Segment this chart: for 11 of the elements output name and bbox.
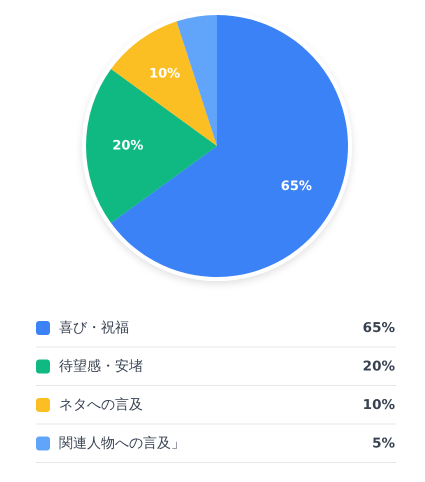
text: 65%: [362, 320, 395, 336]
data-label: 65%: [280, 178, 312, 194]
text: 20%: [362, 358, 395, 374]
data-label: 10%: [149, 66, 180, 82]
text: 10%: [362, 397, 395, 413]
data-label: 20%: [112, 138, 144, 154]
legend-label: 喜び・祝福: [59, 320, 129, 336]
legend-label: 待望感・安堵: [59, 358, 143, 374]
data-label: 5%: [372, 436, 396, 452]
legend-label: ネタへの言及: [59, 397, 143, 413]
legend-label: 関連人物への言及」: [59, 436, 185, 452]
